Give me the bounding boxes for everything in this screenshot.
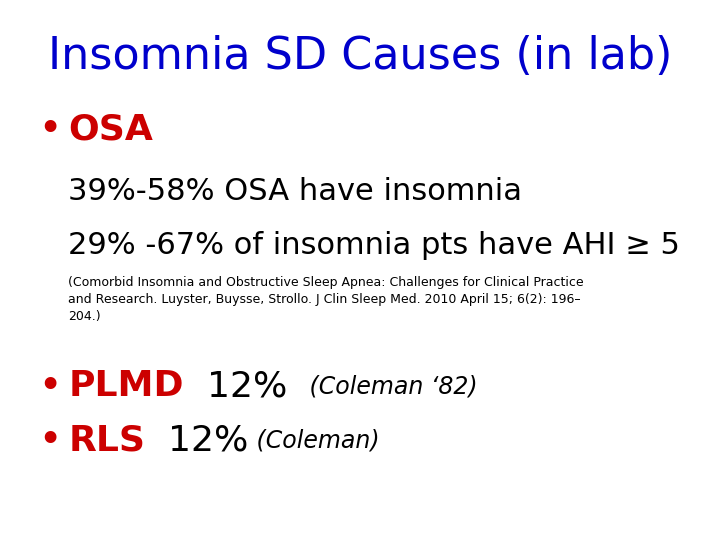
- Text: •: •: [40, 113, 61, 146]
- Text: OSA: OSA: [68, 113, 153, 146]
- Text: 12%: 12%: [145, 423, 249, 457]
- Text: •: •: [40, 423, 61, 457]
- Text: Insomnia SD Causes (in lab): Insomnia SD Causes (in lab): [48, 35, 672, 78]
- Text: 12%: 12%: [184, 369, 287, 403]
- Text: (Coleman): (Coleman): [249, 428, 379, 452]
- Text: (Comorbid Insomnia and Obstructive Sleep Apnea: Challenges for Clinical Practice: (Comorbid Insomnia and Obstructive Sleep…: [68, 276, 584, 323]
- Text: (Coleman ‘82): (Coleman ‘82): [287, 374, 478, 398]
- Text: 39%-58% OSA have insomnia: 39%-58% OSA have insomnia: [68, 177, 523, 206]
- Text: PLMD: PLMD: [68, 369, 184, 403]
- Text: RLS: RLS: [68, 423, 145, 457]
- Text: •: •: [40, 369, 61, 403]
- Text: 29% -67% of insomnia pts have AHI ≥ 5: 29% -67% of insomnia pts have AHI ≥ 5: [68, 231, 680, 260]
